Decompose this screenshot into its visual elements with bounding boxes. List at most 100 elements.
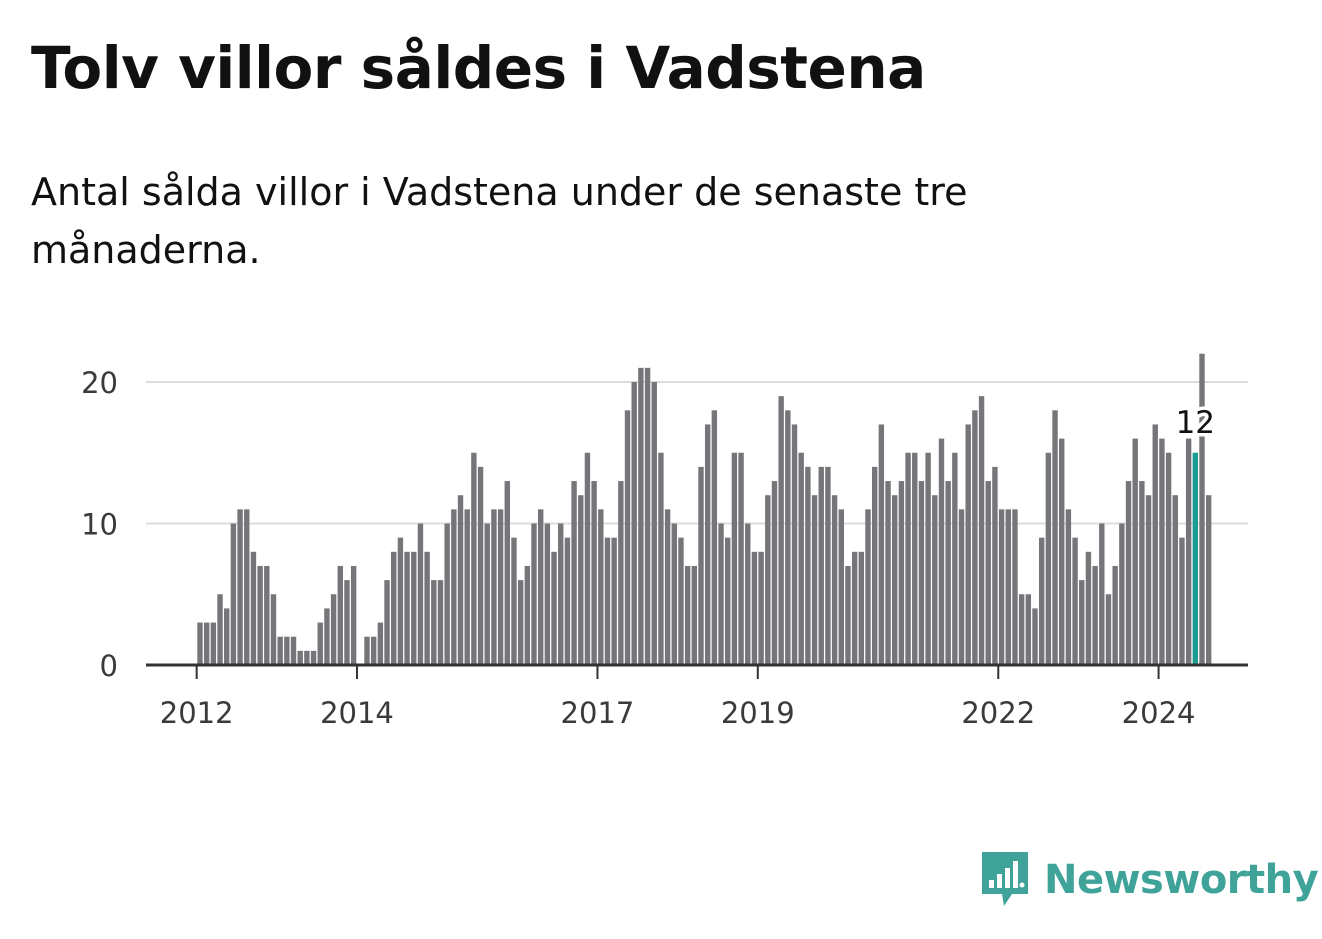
bar — [965, 424, 971, 665]
bar — [825, 466, 831, 665]
x-tick-label: 2019 — [721, 696, 795, 730]
bar — [571, 481, 577, 665]
bar — [805, 466, 811, 665]
bar — [237, 509, 243, 665]
axes — [146, 663, 1248, 679]
bar — [671, 523, 677, 665]
bar — [598, 509, 604, 665]
bar — [537, 509, 544, 665]
bar — [611, 537, 617, 665]
bar — [1079, 580, 1085, 665]
bar — [1072, 537, 1078, 665]
bar — [397, 537, 404, 665]
bar — [504, 481, 510, 665]
bar — [905, 452, 911, 665]
bar — [558, 523, 564, 665]
bar — [912, 452, 918, 665]
bar — [250, 551, 257, 665]
bar — [1159, 438, 1165, 665]
bar — [1179, 537, 1185, 665]
bar — [484, 523, 490, 665]
y-tick-label: 10 — [81, 508, 118, 542]
bar — [698, 466, 704, 665]
bar — [952, 452, 958, 665]
bar — [304, 650, 310, 665]
bar — [992, 466, 998, 665]
highlight-bar — [1192, 452, 1199, 665]
bar — [811, 495, 818, 665]
x-tick-label: 2024 — [1122, 696, 1196, 730]
bar — [845, 565, 851, 665]
bar — [958, 509, 965, 665]
bar — [1205, 495, 1212, 665]
bar — [284, 636, 290, 665]
bar — [631, 382, 637, 665]
bar — [1025, 594, 1032, 665]
bar — [197, 622, 203, 665]
bar — [310, 650, 317, 665]
bar — [317, 622, 323, 665]
bar — [1032, 608, 1038, 665]
bar — [704, 424, 711, 665]
bar — [738, 452, 744, 665]
bar — [364, 636, 370, 665]
bar — [985, 481, 991, 665]
bar — [664, 509, 671, 665]
bar — [624, 410, 631, 665]
bar — [678, 537, 684, 665]
x-tick-label: 2012 — [160, 696, 234, 730]
chart-subtitle: Antal sålda villor i Vadstena under de s… — [31, 170, 968, 272]
bar — [925, 452, 931, 665]
bar — [264, 565, 270, 665]
bar — [591, 481, 597, 665]
bar — [203, 622, 210, 665]
bar — [972, 410, 978, 665]
bar — [297, 650, 303, 665]
x-tick-label: 2014 — [320, 696, 394, 730]
bar — [1132, 438, 1138, 665]
bar — [350, 565, 357, 665]
bar — [584, 452, 591, 665]
bar — [691, 565, 698, 665]
bar — [544, 523, 551, 665]
bar — [778, 396, 784, 665]
y-tick-label: 20 — [81, 366, 118, 400]
bar — [1165, 452, 1172, 665]
bar — [497, 509, 504, 665]
grid-lines — [146, 381, 1248, 525]
bar — [892, 495, 898, 665]
bar — [1052, 410, 1058, 665]
bar — [651, 382, 657, 665]
bar — [932, 495, 938, 665]
bar — [838, 509, 844, 665]
bar — [1085, 551, 1092, 665]
bar — [831, 495, 838, 665]
bar — [344, 580, 350, 665]
bar — [330, 594, 337, 665]
bar — [878, 424, 885, 665]
x-tick-label: 2017 — [561, 696, 635, 730]
bar — [437, 580, 444, 665]
x-tick-label: 2022 — [961, 696, 1035, 730]
bar — [431, 580, 437, 665]
bar — [684, 565, 691, 665]
bar — [444, 523, 450, 665]
bar — [1112, 565, 1118, 665]
value-label: 12 — [1176, 405, 1215, 441]
bar — [718, 523, 724, 665]
bar — [978, 396, 985, 665]
bar — [290, 636, 297, 665]
bar — [531, 523, 537, 665]
bar — [1199, 353, 1205, 665]
bar — [464, 509, 470, 665]
bar — [417, 523, 424, 665]
bar — [391, 551, 397, 665]
bar — [885, 481, 891, 665]
bar — [798, 452, 804, 665]
bar — [938, 438, 945, 665]
brand-name: Newsworthy — [1044, 857, 1319, 903]
bar — [384, 580, 390, 665]
bar — [1065, 509, 1072, 665]
y-tick-label: 0 — [100, 649, 118, 683]
bar — [551, 551, 557, 665]
